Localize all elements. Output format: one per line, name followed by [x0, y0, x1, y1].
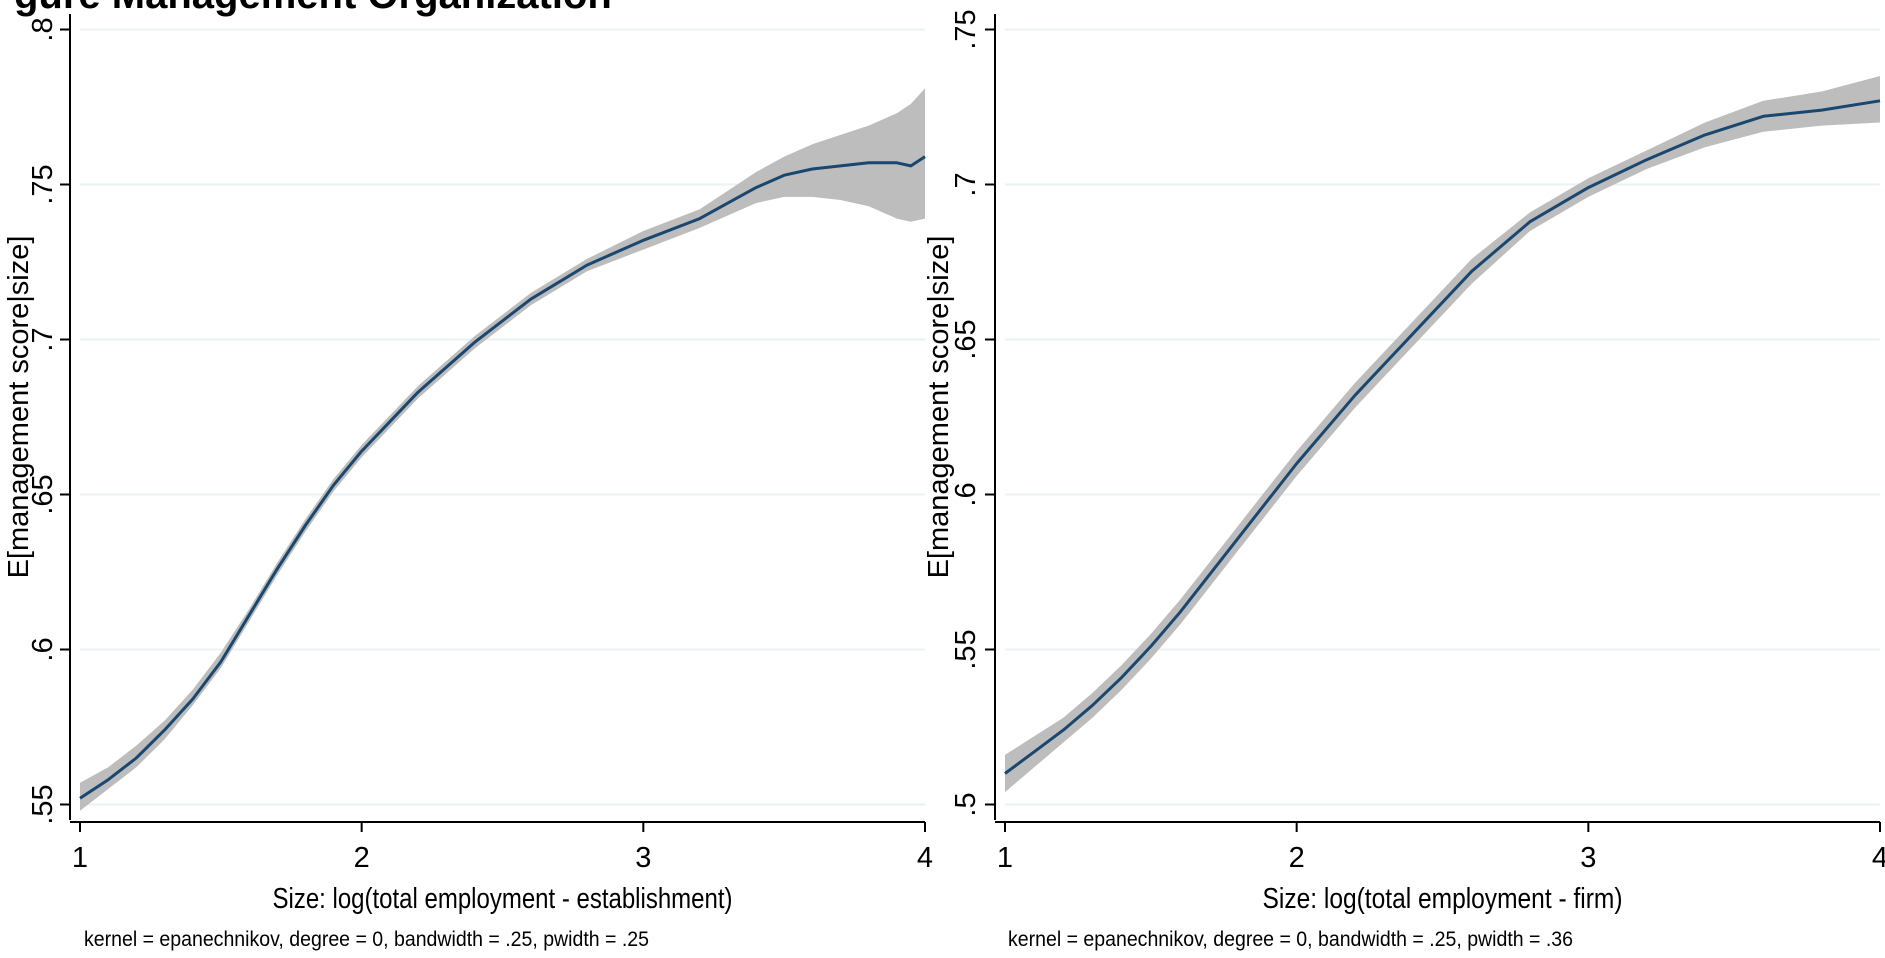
confidence-band — [80, 88, 925, 811]
y-tick-label-5: .7 — [950, 172, 982, 196]
x-tick-label-1: 1 — [72, 842, 88, 874]
confidence-band — [1005, 76, 1880, 793]
figure-title-fragment: gure Management Organization — [14, 0, 612, 17]
x-axis-title: Size: log(total employment - establishme… — [273, 883, 733, 915]
y-tick-label-4: .7 — [27, 327, 59, 351]
y-tick-label-1: .5 — [950, 792, 982, 816]
y-tick-label-6: .75 — [950, 9, 982, 49]
y-tick-label-1: .55 — [27, 784, 59, 824]
x-axis-title: Size: log(total employment - firm) — [1263, 883, 1623, 915]
x-tick-label-3: 3 — [635, 842, 651, 874]
y-tick-label-5: .75 — [27, 164, 59, 204]
chart-panel-1: .55 .6 .65 .7 .75 .8 1 2 3 4 Size: log(total emplo… — [3, 14, 933, 951]
x-tick-label-4: 4 — [1872, 842, 1885, 874]
y-tick-label-2: .55 — [950, 629, 982, 669]
x-tick-label-1: 1 — [997, 842, 1013, 874]
y-tick-label-6: .8 — [27, 17, 59, 41]
kernel-note: kernel = epanechnikov, degree = 0, bandw… — [84, 928, 649, 951]
chart-panel-2: .5 .55 .6 .65 .7 .75 1 2 3 4 Size: log(total emplo… — [923, 9, 1885, 951]
x-tick-label-2: 2 — [1289, 842, 1305, 874]
y-axis-title: E[management score|size] — [3, 236, 35, 579]
y-tick-label-3: .65 — [27, 474, 59, 514]
y-tick-label-3: .6 — [950, 482, 982, 506]
y-axis-title: E[management score|size] — [923, 236, 955, 579]
x-tick-label-3: 3 — [1580, 842, 1596, 874]
x-tick-label-2: 2 — [354, 842, 370, 874]
y-tick-label-2: .6 — [27, 637, 59, 661]
y-tick-label-4: .65 — [950, 319, 982, 359]
kernel-note: kernel = epanechnikov, degree = 0, bandw… — [1008, 928, 1573, 951]
x-tick-label-4: 4 — [917, 842, 933, 874]
fitted-line — [1004, 99, 1881, 775]
fitted-line — [79, 155, 926, 800]
